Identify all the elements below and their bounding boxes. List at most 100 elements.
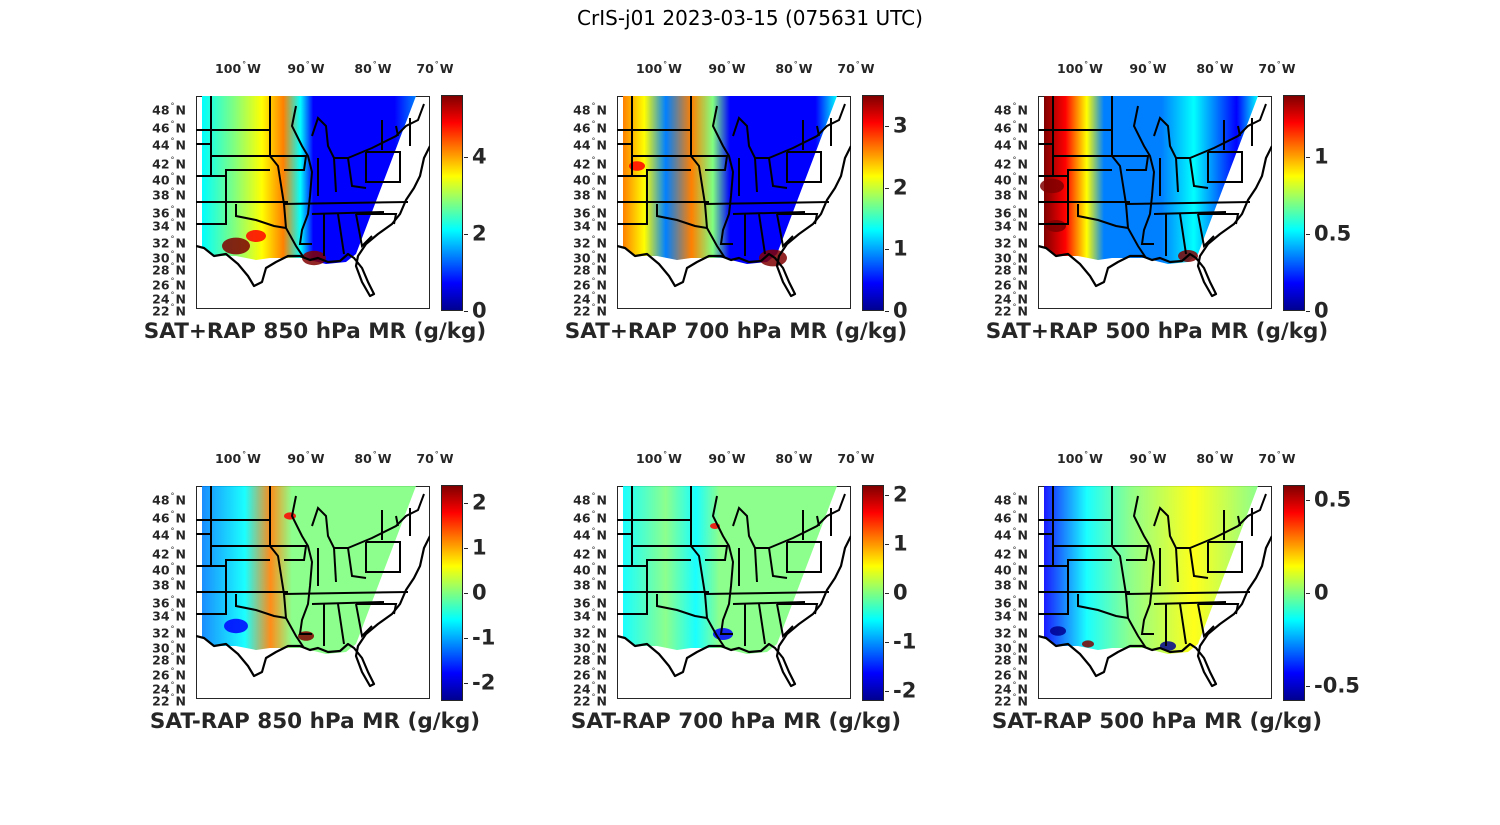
longitude-tick-label: 70°W xyxy=(416,60,453,76)
tick-hemisphere: W xyxy=(731,451,746,466)
latitude-tick-label: 32°N xyxy=(541,623,607,640)
degree-symbol: ° xyxy=(591,680,596,690)
colorbar-tick-label: 0.5 xyxy=(1314,487,1352,512)
tick-number: 40 xyxy=(152,562,170,578)
tick-number: 90 xyxy=(287,61,305,76)
colorbar-tick-label: 1 xyxy=(893,531,908,556)
degree-symbol: ° xyxy=(1012,302,1017,312)
degree-symbol: ° xyxy=(1012,234,1017,244)
tick-number: 44 xyxy=(994,527,1012,543)
latitude-tick-label: 30°N xyxy=(962,638,1028,655)
state-boundary xyxy=(196,169,270,177)
state-boundary xyxy=(1197,213,1215,249)
tick-hemisphere: N xyxy=(1017,527,1028,543)
tick-number: 44 xyxy=(152,527,170,543)
tick-number: 30 xyxy=(573,250,591,266)
colorbar-tick-mark xyxy=(885,543,889,545)
latitude-tick-label: 44°N xyxy=(962,525,1028,542)
state-boundary xyxy=(754,547,758,583)
state-boundary xyxy=(290,105,314,245)
longitude-tick-label: 100°W xyxy=(636,450,682,466)
map-canvas xyxy=(1038,96,1272,309)
tick-hemisphere: N xyxy=(596,625,607,641)
tick-number: 38 xyxy=(573,577,591,593)
tick-number: 48 xyxy=(152,492,170,508)
degree-symbol: ° xyxy=(793,450,798,459)
degree-symbol: ° xyxy=(591,276,596,286)
tick-hemisphere: N xyxy=(175,577,186,593)
state-boundary xyxy=(617,594,648,615)
state-boundary xyxy=(1038,559,1112,567)
colorbar-tick-label: 0 xyxy=(472,298,487,323)
tick-hemisphere: N xyxy=(175,262,186,278)
colorbar-tick-mark xyxy=(1306,233,1310,235)
latitude-tick-label: 44°N xyxy=(962,135,1028,152)
tick-number: 32 xyxy=(573,625,591,641)
longitude-tick-label: 80°W xyxy=(354,450,391,466)
degree-symbol: ° xyxy=(1012,624,1017,634)
degree-symbol: ° xyxy=(1012,576,1017,586)
degree-symbol: ° xyxy=(1084,60,1089,69)
tick-number: 80 xyxy=(1196,61,1214,76)
colorbar-tick-label: -1 xyxy=(472,625,496,650)
latitude-tick-label: 34°N xyxy=(120,216,186,233)
latitude-tick-label: 32°N xyxy=(120,233,186,250)
colorbar-tick-mark xyxy=(885,125,889,127)
state-boundary xyxy=(196,559,270,567)
state-boundary xyxy=(1237,515,1241,527)
tick-number: 70 xyxy=(1258,451,1276,466)
tick-number: 70 xyxy=(416,61,434,76)
state-boundary xyxy=(1112,155,1150,171)
longitude-tick-label: 80°W xyxy=(354,60,391,76)
tick-hemisphere: N xyxy=(596,546,607,562)
degree-symbol: ° xyxy=(305,450,310,459)
latitude-tick-label: 36°N xyxy=(962,203,1028,220)
degree-symbol: ° xyxy=(170,136,175,146)
latitude-tick-label: 22°N xyxy=(541,691,607,708)
colorbar-tick-label: -2 xyxy=(472,670,496,695)
latitude-tick-label: 44°N xyxy=(120,525,186,542)
degree-symbol: ° xyxy=(170,680,175,690)
longitude-tick-label: 100°W xyxy=(215,450,261,466)
state-boundary xyxy=(235,204,287,229)
panel-title: SAT-RAP 700 hPa MR (g/kg) xyxy=(570,709,902,734)
tick-number: 22 xyxy=(573,303,591,319)
tick-hemisphere: N xyxy=(596,608,607,624)
degree-symbol: ° xyxy=(170,302,175,312)
degree-symbol: ° xyxy=(242,450,247,459)
tick-hemisphere: N xyxy=(1017,172,1028,188)
tick-number: 30 xyxy=(152,640,170,656)
state-boundary xyxy=(1038,594,1069,615)
longitude-tick-label: 90°W xyxy=(708,60,745,76)
degree-symbol: ° xyxy=(170,607,175,617)
tick-number: 48 xyxy=(152,102,170,118)
longitude-tick-label: 70°W xyxy=(837,450,874,466)
tick-hemisphere: N xyxy=(596,187,607,203)
degree-symbol: ° xyxy=(170,101,175,111)
longitude-tick-label: 100°W xyxy=(636,60,682,76)
degree-symbol: ° xyxy=(170,561,175,571)
state-boundary xyxy=(732,601,806,605)
latitude-tick-label: 28°N xyxy=(120,260,186,277)
degree-symbol: ° xyxy=(170,249,175,259)
longitude-tick-label: 90°W xyxy=(287,450,324,466)
latitude-tick-label: 48°N xyxy=(962,100,1028,117)
tick-hemisphere: N xyxy=(596,640,607,656)
state-boundary xyxy=(311,116,348,159)
state-boundary xyxy=(691,545,729,561)
tick-number: 26 xyxy=(994,667,1012,683)
latitude-tick-label: 24°N xyxy=(962,289,1028,306)
tick-hemisphere: N xyxy=(596,235,607,251)
tick-number: 90 xyxy=(287,451,305,466)
tick-number: 28 xyxy=(573,262,591,278)
longitude-tick-label: 100°W xyxy=(215,60,261,76)
latitude-tick-label: 30°N xyxy=(962,248,1028,265)
latitude-tick-label: 28°N xyxy=(962,650,1028,667)
latitude-tick-label: 26°N xyxy=(962,275,1028,292)
tick-number: 28 xyxy=(152,652,170,668)
tick-number: 40 xyxy=(573,562,591,578)
state-boundary xyxy=(758,213,766,255)
tick-hemisphere: N xyxy=(596,102,607,118)
colorbar-tick-mark xyxy=(1306,686,1310,688)
latitude-tick-label: 26°N xyxy=(120,665,186,682)
